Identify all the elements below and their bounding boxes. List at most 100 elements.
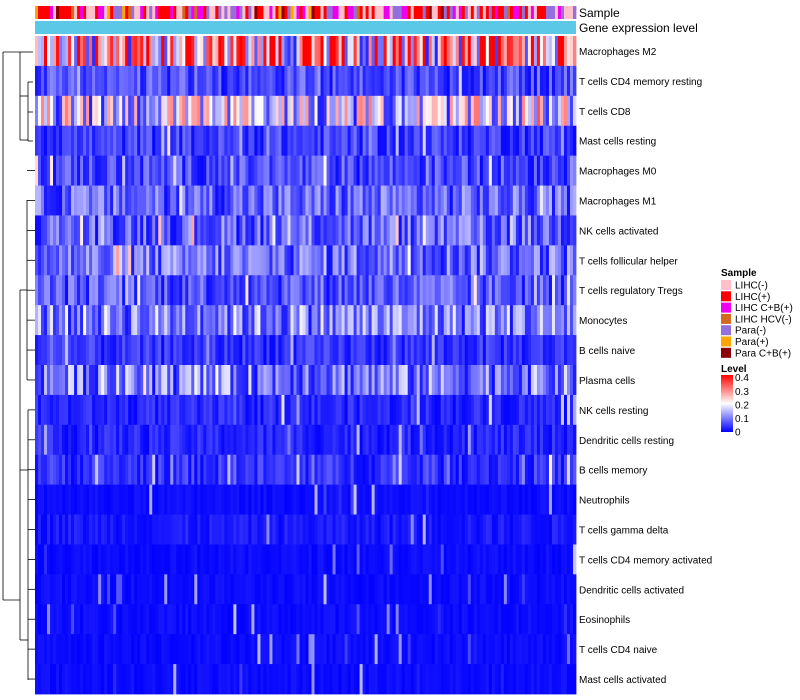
heatmap-cell bbox=[482, 125, 487, 157]
heatmap-cell bbox=[296, 245, 300, 276]
heatmap-cell bbox=[500, 514, 505, 545]
heatmap-cell bbox=[416, 36, 421, 67]
heatmap-cell bbox=[494, 36, 499, 67]
heatmap-cell bbox=[47, 454, 51, 486]
heatmap-cell bbox=[128, 95, 132, 127]
heatmap-cell bbox=[542, 185, 547, 216]
heatmap-cell bbox=[218, 664, 222, 695]
heatmap-cell bbox=[422, 394, 427, 426]
heatmap-cell bbox=[419, 185, 424, 216]
sample-cell bbox=[440, 6, 445, 19]
heatmap-cell bbox=[218, 125, 222, 157]
heatmap-cell bbox=[380, 544, 385, 575]
heatmap-cell bbox=[59, 604, 63, 635]
heatmap-cell bbox=[230, 245, 234, 276]
heatmap-cell bbox=[488, 36, 493, 67]
heatmap-cell bbox=[104, 664, 108, 695]
heatmap-cell bbox=[38, 305, 42, 336]
heatmap-cell bbox=[158, 245, 162, 276]
heatmap-cell bbox=[476, 185, 481, 216]
heatmap-cell bbox=[158, 604, 162, 635]
heatmap-cell bbox=[275, 65, 279, 97]
heatmap-cell bbox=[386, 335, 391, 366]
heatmap-cell bbox=[158, 365, 162, 396]
sample-cell bbox=[128, 6, 132, 19]
heatmap-cell bbox=[548, 275, 553, 306]
heatmap-cell bbox=[254, 424, 258, 456]
heatmap-cell bbox=[488, 155, 493, 186]
heatmap-cell bbox=[251, 36, 255, 67]
sample-cell bbox=[167, 6, 171, 19]
heatmap-cell bbox=[344, 245, 348, 276]
heatmap-cell bbox=[101, 305, 105, 336]
heatmap-cell bbox=[113, 36, 117, 67]
heatmap-cell bbox=[407, 484, 412, 515]
heatmap-cell bbox=[491, 275, 496, 306]
heatmap-cell bbox=[548, 664, 553, 695]
heatmap-cell bbox=[434, 275, 439, 306]
heatmap-cell bbox=[371, 95, 376, 127]
heatmap-cell bbox=[68, 604, 72, 635]
heatmap-cell bbox=[224, 394, 228, 426]
heatmap-cell bbox=[341, 305, 345, 336]
heatmap-cell bbox=[467, 65, 472, 97]
heatmap-cell bbox=[287, 394, 291, 426]
sample-cell bbox=[257, 6, 261, 19]
heatmap-cell bbox=[110, 125, 114, 157]
heatmap-cell bbox=[455, 634, 460, 665]
heatmap-cell bbox=[119, 245, 123, 276]
heatmap-cell bbox=[200, 365, 204, 396]
heatmap-cell bbox=[83, 305, 87, 336]
sample-cell bbox=[563, 6, 568, 19]
heatmap-cell bbox=[59, 125, 63, 157]
heatmap-cell bbox=[221, 185, 225, 216]
heatmap-cell bbox=[566, 604, 571, 635]
heatmap-cell bbox=[89, 484, 93, 515]
heatmap-cell bbox=[131, 245, 135, 276]
sample-cell bbox=[98, 6, 102, 19]
heatmap-cell bbox=[281, 634, 285, 665]
heatmap-cell bbox=[212, 634, 216, 665]
heatmap-cell bbox=[404, 574, 409, 605]
heatmap-cell bbox=[389, 424, 394, 456]
heatmap-cell bbox=[509, 215, 514, 246]
heatmap-cell bbox=[254, 664, 258, 695]
heatmap-cell bbox=[131, 125, 135, 157]
heatmap-cell bbox=[389, 185, 394, 216]
heatmap-cell bbox=[182, 514, 186, 545]
heatmap-cell bbox=[362, 365, 367, 396]
heatmap-cell bbox=[434, 95, 439, 127]
heatmap-cell bbox=[509, 634, 514, 665]
heatmap-cell bbox=[320, 574, 324, 605]
sample-cell bbox=[161, 6, 165, 19]
heatmap-cell bbox=[41, 36, 45, 67]
heatmap-cell bbox=[425, 604, 430, 635]
heatmap-cell bbox=[521, 215, 526, 246]
heatmap-cell bbox=[245, 604, 249, 635]
heatmap-cell bbox=[146, 394, 150, 426]
heatmap-cell bbox=[524, 544, 529, 575]
heatmap-cell bbox=[128, 335, 132, 366]
heatmap-cell bbox=[191, 215, 195, 246]
heatmap-cell bbox=[362, 454, 367, 486]
heatmap-cell bbox=[236, 574, 240, 605]
heatmap-cell bbox=[572, 125, 577, 157]
heatmap-cell bbox=[344, 454, 348, 486]
heatmap-cell bbox=[323, 275, 327, 306]
heatmap-cell bbox=[200, 305, 204, 336]
heatmap-cell bbox=[557, 604, 562, 635]
heatmap-cell bbox=[434, 155, 439, 186]
heatmap-cell bbox=[167, 275, 171, 306]
heatmap-cell bbox=[512, 664, 517, 695]
heatmap-cell bbox=[563, 484, 568, 515]
heatmap-cell bbox=[377, 454, 382, 486]
heatmap-cell bbox=[500, 484, 505, 515]
heatmap-cell bbox=[203, 65, 207, 97]
heatmap-cell bbox=[203, 335, 207, 366]
heatmap-cell bbox=[116, 215, 120, 246]
heatmap-cell bbox=[284, 544, 288, 575]
heatmap-cell bbox=[284, 634, 288, 665]
heatmap-cell bbox=[482, 365, 487, 396]
heatmap-cell bbox=[119, 95, 123, 127]
heatmap-cell bbox=[497, 245, 502, 276]
